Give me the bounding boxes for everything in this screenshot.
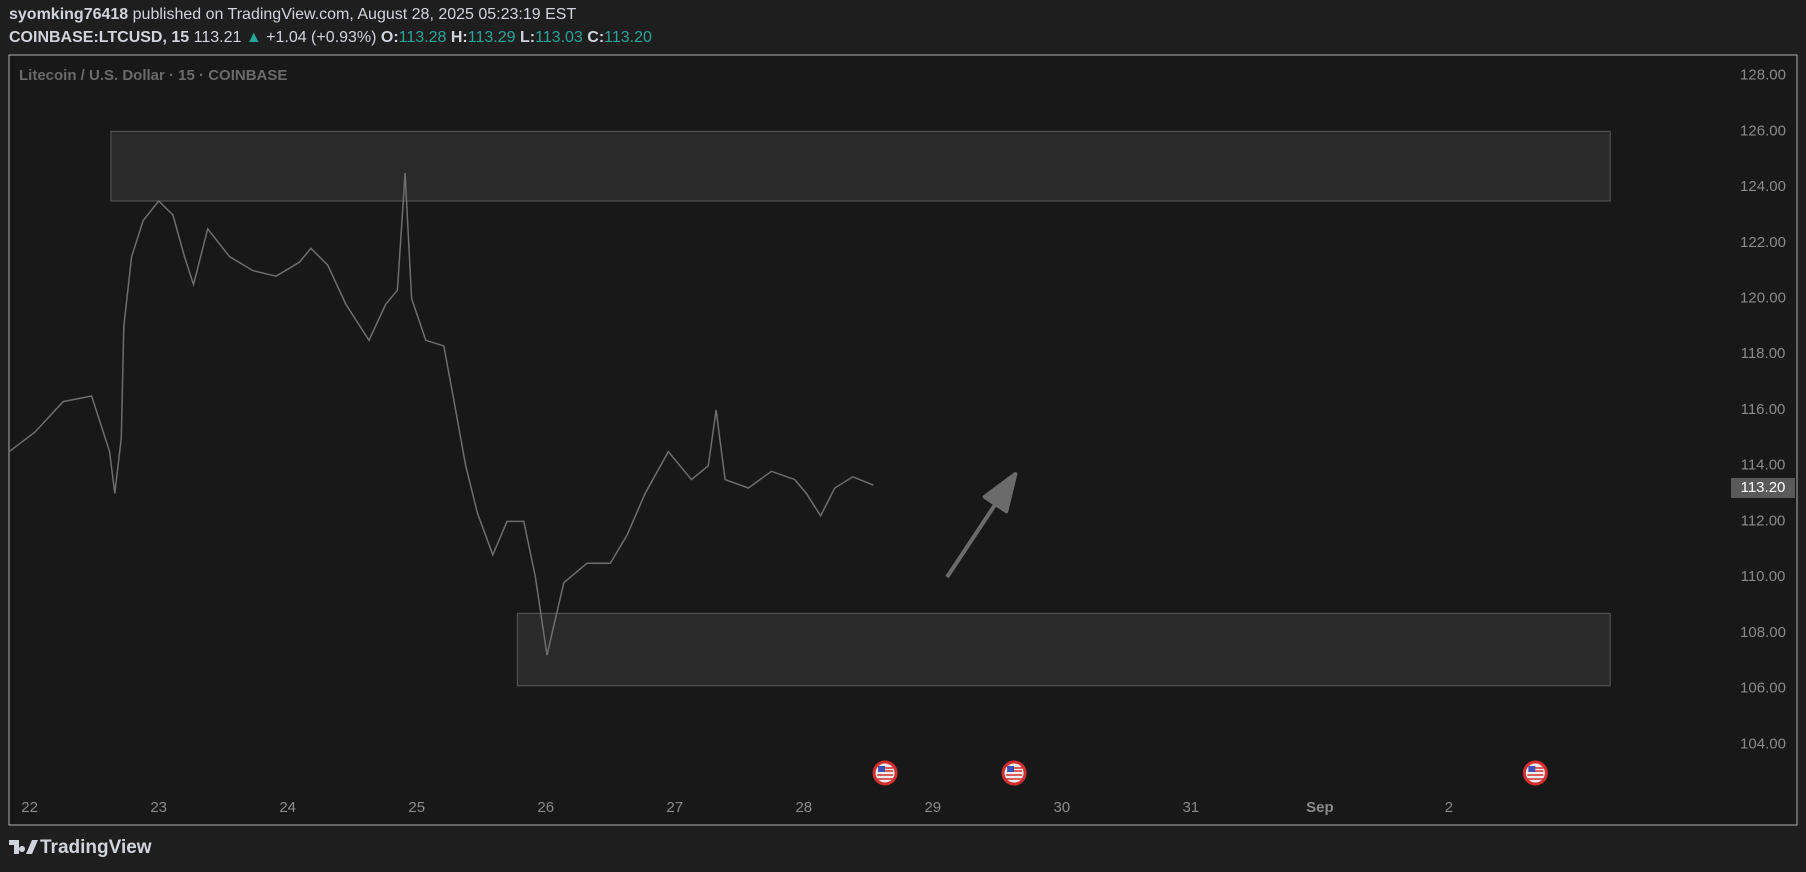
x-tick-label: 2 — [1445, 799, 1453, 816]
y-tick-label: 126.00 — [1740, 122, 1786, 139]
y-tick-label: 120.00 — [1740, 289, 1786, 306]
h-label: H: — [450, 29, 468, 46]
flag-stripes — [877, 767, 894, 780]
last-price-box — [1731, 477, 1795, 498]
y-tick-label: 124.00 — [1740, 178, 1786, 195]
x-tick-label: 30 — [1053, 799, 1070, 816]
logo — [9, 840, 38, 854]
arrow: ▲ — [245, 29, 262, 46]
y-tick-label: 122.00 — [1740, 234, 1786, 251]
zone — [110, 130, 1611, 202]
x-tick-label: 28 — [795, 799, 812, 816]
c: 113.20 — [604, 29, 652, 46]
y-tick-label: 118.00 — [1741, 345, 1786, 362]
chart-frame — [8, 54, 1798, 826]
user[interactable]: syomking76418 — [9, 6, 129, 23]
last-price-label: 113.20 — [1741, 479, 1786, 496]
arrow — [945, 472, 1018, 579]
flag-stripes — [1527, 767, 1544, 780]
published: published on TradingView.com, August 28,… — [132, 6, 577, 23]
x-tick-label: 26 — [537, 799, 554, 816]
x-tick-label: 25 — [408, 799, 425, 816]
y-tick-label: 110.00 — [1741, 568, 1786, 585]
flag-canton — [1007, 766, 1015, 772]
y-tick-label: 106.00 — [1740, 680, 1786, 697]
zone — [516, 612, 1611, 687]
flag-canton — [878, 766, 886, 772]
x-tick-label: 23 — [150, 799, 167, 816]
brand: TradingView — [40, 837, 152, 858]
x-tick-label: Sep — [1306, 799, 1334, 816]
y-tick-label: 116.00 — [1741, 401, 1786, 418]
y-tick-label: 114.00 — [1741, 457, 1786, 474]
x-tick-label: 22 — [21, 799, 38, 816]
event-flag — [1001, 760, 1027, 786]
y-tick-label: 112.00 — [1741, 512, 1786, 529]
l-label: L: — [519, 29, 536, 46]
flag-canton — [1528, 766, 1536, 772]
chart-title: Litecoin / U.S. Dollar · 15 · COINBASE — [19, 67, 287, 84]
event-flag — [872, 760, 898, 786]
y-tick-label: 104.00 — [1740, 735, 1786, 752]
y-tick-label: 128.00 — [1740, 67, 1786, 84]
y-tick-label: 108.00 — [1740, 624, 1786, 641]
flag-stripes — [1006, 767, 1023, 780]
x-tick-label: 29 — [924, 799, 941, 816]
header-line: COINBASE:LTCUSD, 15 113.21 ▲ +1.04 (+0.9… — [9, 29, 652, 47]
price-line — [8, 173, 874, 656]
change: +1.04 (+0.93%) — [266, 29, 377, 46]
o-label: O: — [380, 29, 399, 46]
o: 113.28 — [398, 29, 447, 46]
x-tick-label: 24 — [279, 799, 296, 816]
header-line: syomking76418 published on TradingView.c… — [9, 6, 576, 24]
c-label: C: — [587, 29, 605, 46]
x-tick-label: 27 — [666, 799, 683, 816]
h: 113.29 — [467, 29, 516, 46]
l: 113.03 — [535, 29, 583, 46]
last: 113.21 — [193, 29, 242, 46]
symbol: COINBASE:LTCUSD, 15 — [9, 29, 190, 46]
x-tick-label: 31 — [1183, 799, 1200, 816]
event-flag — [1522, 760, 1548, 786]
